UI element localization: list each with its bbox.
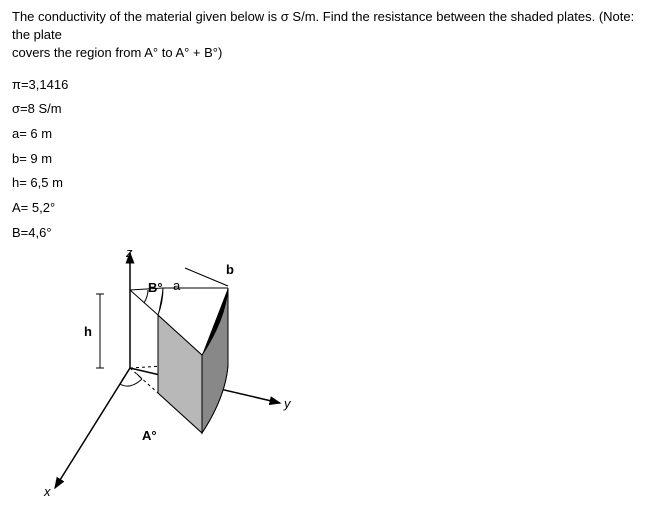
param-a: a= 6 m	[12, 122, 650, 147]
label-h: h	[84, 324, 92, 339]
axis-label-z: z	[126, 245, 133, 260]
param-B: B=4,6°	[12, 221, 650, 246]
parameters-list: π=3,1416 σ=8 S/m a= 6 m b= 9 m h= 6,5 m …	[12, 73, 650, 246]
label-A: A°	[142, 428, 157, 443]
axis-label-x: x	[44, 484, 51, 499]
param-b: b= 9 m	[12, 147, 650, 172]
param-sigma: σ=8 S/m	[12, 97, 650, 122]
problem-statement: The conductivity of the material given b…	[12, 8, 650, 63]
label-a: a	[173, 278, 180, 293]
problem-line2: covers the region from A° to A° + B°)	[12, 45, 222, 60]
problem-line1: The conductivity of the material given b…	[12, 9, 634, 42]
label-b: b	[226, 262, 234, 277]
param-A: A= 5,2°	[12, 196, 650, 221]
figure-3d-wedge: z x y h a b B° A°	[30, 248, 330, 498]
axis-label-y: y	[284, 396, 291, 411]
param-pi: π=3,1416	[12, 73, 650, 98]
param-h: h= 6,5 m	[12, 171, 650, 196]
label-B: B°	[148, 280, 163, 295]
